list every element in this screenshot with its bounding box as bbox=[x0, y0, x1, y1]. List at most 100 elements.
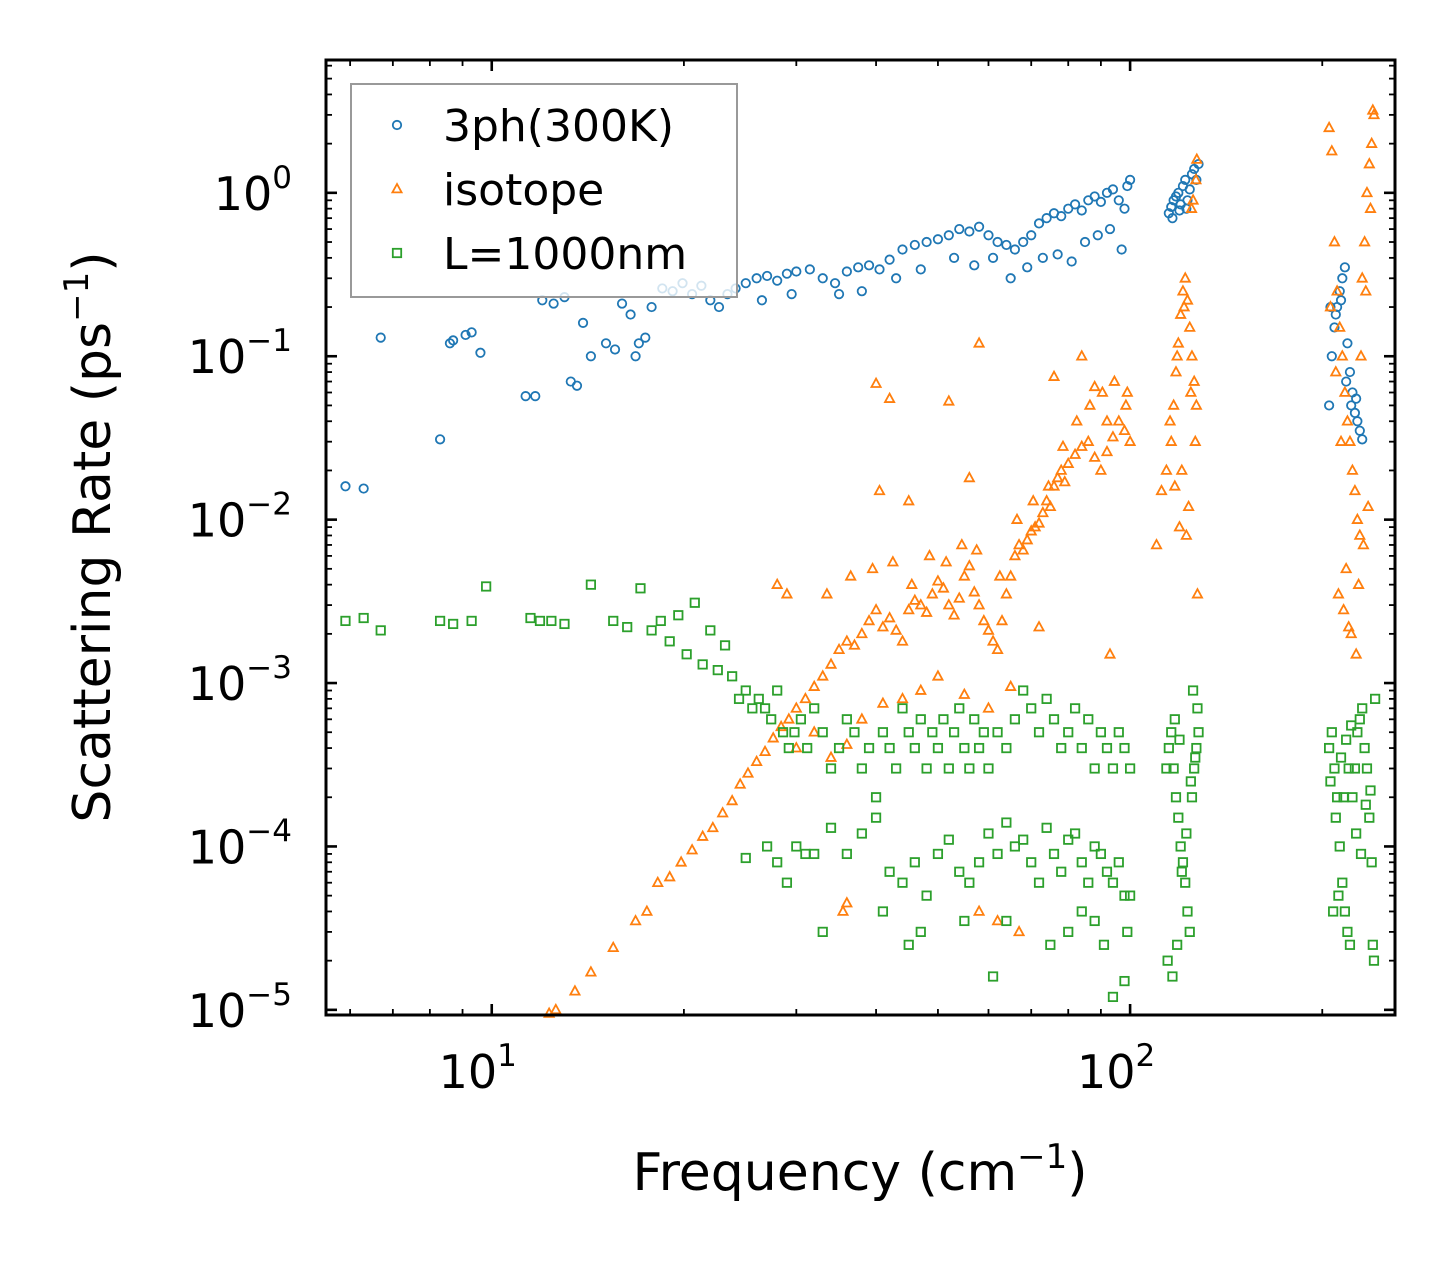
data-point bbox=[1334, 434, 1348, 446]
data-point bbox=[969, 714, 980, 725]
data-point bbox=[1041, 213, 1052, 224]
data-point bbox=[903, 727, 914, 738]
data-point bbox=[1056, 866, 1067, 877]
data-point bbox=[863, 742, 875, 754]
data-point bbox=[914, 598, 927, 610]
data-point bbox=[1173, 187, 1184, 198]
data-point bbox=[1063, 727, 1074, 738]
data-point bbox=[1365, 785, 1376, 796]
data-point bbox=[841, 848, 852, 860]
data-point bbox=[958, 569, 971, 581]
data-point bbox=[585, 579, 597, 590]
data-point bbox=[903, 939, 914, 950]
data-point bbox=[1041, 693, 1052, 704]
data-point bbox=[782, 712, 795, 724]
data-point bbox=[955, 538, 968, 550]
data-point bbox=[1089, 841, 1100, 852]
data-point bbox=[466, 615, 477, 627]
data-point bbox=[890, 623, 903, 635]
data-point bbox=[1021, 533, 1034, 545]
data-point bbox=[1324, 400, 1335, 411]
data-point bbox=[1186, 193, 1200, 205]
data-point bbox=[856, 763, 867, 774]
data-point bbox=[884, 742, 895, 754]
data-point bbox=[923, 549, 936, 561]
data-point bbox=[1123, 434, 1137, 446]
data-point bbox=[1182, 906, 1193, 917]
data-point bbox=[655, 615, 666, 627]
data-point bbox=[1322, 120, 1336, 133]
data-point bbox=[475, 347, 486, 358]
data-point bbox=[689, 597, 700, 608]
data-point bbox=[1121, 385, 1134, 397]
data-point bbox=[840, 634, 853, 646]
data-point bbox=[767, 731, 780, 743]
data-point bbox=[772, 275, 783, 286]
data-point bbox=[817, 926, 828, 937]
legend-entries: 3ph(300K) isotope L=1000nm bbox=[390, 101, 687, 280]
data-point bbox=[1357, 703, 1368, 714]
data-point bbox=[973, 857, 985, 868]
data-point bbox=[1026, 857, 1037, 868]
data-point bbox=[883, 611, 896, 623]
data-point bbox=[1333, 320, 1346, 332]
data-point bbox=[992, 727, 1003, 738]
data-point bbox=[1119, 975, 1130, 987]
data-point bbox=[675, 855, 688, 867]
data-point bbox=[1106, 430, 1120, 442]
data-point bbox=[733, 693, 745, 704]
data-point bbox=[1069, 828, 1081, 839]
data-point bbox=[1324, 300, 1337, 312]
data-point bbox=[995, 614, 1009, 626]
data-point bbox=[1173, 812, 1184, 823]
data-point bbox=[987, 971, 999, 982]
data-point bbox=[1328, 906, 1339, 917]
data-point bbox=[1037, 252, 1048, 263]
y-axis-label-sup: −1 bbox=[57, 272, 97, 322]
data-point bbox=[1162, 955, 1173, 966]
data-point bbox=[849, 727, 860, 738]
data-point bbox=[844, 569, 857, 581]
data-point bbox=[448, 618, 459, 630]
data-point bbox=[1182, 499, 1195, 512]
y-tick-label: 10−2 bbox=[188, 487, 292, 548]
data-point bbox=[1339, 262, 1350, 273]
series-1 bbox=[543, 103, 1381, 1018]
data-point bbox=[938, 714, 949, 725]
data-point bbox=[1184, 926, 1195, 937]
data-point bbox=[802, 742, 813, 754]
data-point bbox=[964, 763, 975, 774]
data-point bbox=[1017, 543, 1030, 555]
data-point bbox=[991, 914, 1004, 926]
data-point bbox=[340, 481, 351, 492]
data-point bbox=[1177, 857, 1189, 868]
data-point bbox=[954, 703, 965, 714]
data-point bbox=[991, 642, 1004, 654]
data-point bbox=[1367, 939, 1378, 950]
data-point bbox=[663, 870, 676, 882]
data-point bbox=[780, 587, 794, 599]
data-point bbox=[1325, 776, 1336, 787]
data-point bbox=[1076, 205, 1087, 216]
data-point bbox=[1012, 925, 1026, 937]
data-point bbox=[630, 351, 641, 362]
data-point bbox=[983, 828, 994, 839]
data-point bbox=[1357, 538, 1370, 550]
data-point bbox=[340, 615, 351, 627]
data-point bbox=[790, 741, 803, 753]
data-point bbox=[1172, 336, 1185, 348]
data-point bbox=[1175, 841, 1186, 852]
data-point bbox=[1189, 763, 1200, 774]
data-point bbox=[673, 610, 684, 621]
data-point bbox=[1001, 817, 1012, 828]
data-point bbox=[758, 744, 772, 757]
data-point bbox=[1364, 201, 1377, 213]
data-point bbox=[1184, 184, 1195, 195]
data-point bbox=[1107, 184, 1119, 195]
data-point bbox=[1179, 271, 1192, 283]
series-layer bbox=[340, 103, 1381, 1018]
data-point bbox=[1008, 549, 1022, 561]
data-point bbox=[1108, 374, 1121, 386]
data-point bbox=[824, 657, 838, 669]
data-point bbox=[876, 620, 890, 632]
